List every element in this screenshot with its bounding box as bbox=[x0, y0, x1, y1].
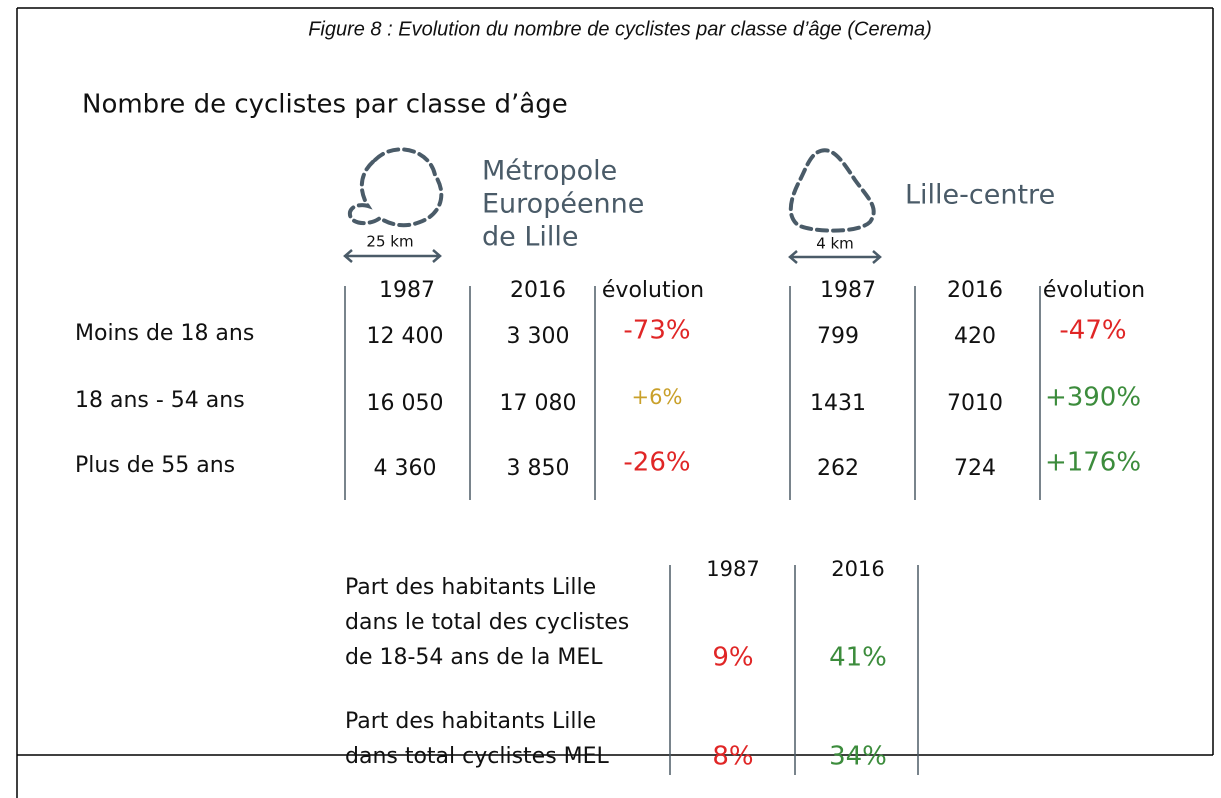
column-header: 2016 bbox=[947, 278, 1003, 303]
column-header: 2016 bbox=[831, 557, 884, 581]
frame bbox=[16, 7, 1214, 798]
scale-label: 4 km bbox=[816, 235, 854, 253]
title: Nombre de cyclistes par classe d’âge bbox=[82, 90, 568, 120]
cell-value: 7010 bbox=[947, 391, 1003, 416]
cell-value: 3 300 bbox=[507, 324, 570, 349]
cell-value: 4 360 bbox=[374, 456, 437, 481]
row-label: dans total cyclistes MEL bbox=[345, 744, 610, 769]
evolution-value: -47% bbox=[1059, 316, 1126, 346]
row-label: dans le total des cyclistes bbox=[345, 610, 629, 635]
row-label: Part des habitants Lille bbox=[345, 575, 596, 600]
row-label: Plus de 55 ans bbox=[75, 453, 235, 478]
cell-value: 17 080 bbox=[500, 391, 577, 416]
column-header: évolution bbox=[602, 278, 704, 303]
caption: Figure 8 : Evolution du nombre de cyclis… bbox=[308, 18, 932, 40]
column-header: évolution bbox=[1043, 278, 1145, 303]
evolution-value: -26% bbox=[623, 448, 690, 478]
column-header: 1987 bbox=[379, 278, 435, 303]
region-name: Lille-centre bbox=[905, 180, 1055, 211]
column-header: 2016 bbox=[510, 278, 566, 303]
cell-value: 262 bbox=[817, 456, 859, 481]
region-name: Européenne bbox=[482, 189, 644, 220]
row-label: de 18-54 ans de la MEL bbox=[345, 645, 603, 670]
evolution-value: +176% bbox=[1045, 448, 1141, 478]
region-icons bbox=[343, 147, 882, 264]
row-label: 18 ans - 54 ans bbox=[75, 388, 245, 413]
cell-value: 12 400 bbox=[367, 324, 444, 349]
evolution-value: +390% bbox=[1045, 383, 1141, 413]
row-label: Part des habitants Lille bbox=[345, 709, 596, 734]
cell-value: 420 bbox=[954, 324, 996, 349]
region-name: de Lille bbox=[482, 222, 579, 253]
evolution-value: +6% bbox=[632, 385, 683, 409]
share-value: 34% bbox=[829, 742, 887, 772]
region-name: Métropole bbox=[482, 156, 617, 187]
row-label: Moins de 18 ans bbox=[75, 321, 254, 346]
share-value: 8% bbox=[712, 742, 753, 772]
scale-label: 25 km bbox=[366, 233, 413, 251]
share-value: 41% bbox=[829, 643, 887, 673]
cell-value: 16 050 bbox=[367, 391, 444, 416]
dividers bbox=[344, 286, 1041, 775]
share-value: 9% bbox=[712, 643, 753, 673]
column-header: 1987 bbox=[706, 557, 759, 581]
evolution-value: -73% bbox=[623, 316, 690, 346]
column-header: 1987 bbox=[820, 278, 876, 303]
cell-value: 799 bbox=[817, 324, 859, 349]
cell-value: 724 bbox=[954, 456, 996, 481]
cell-value: 3 850 bbox=[507, 456, 570, 481]
cell-value: 1431 bbox=[810, 391, 866, 416]
